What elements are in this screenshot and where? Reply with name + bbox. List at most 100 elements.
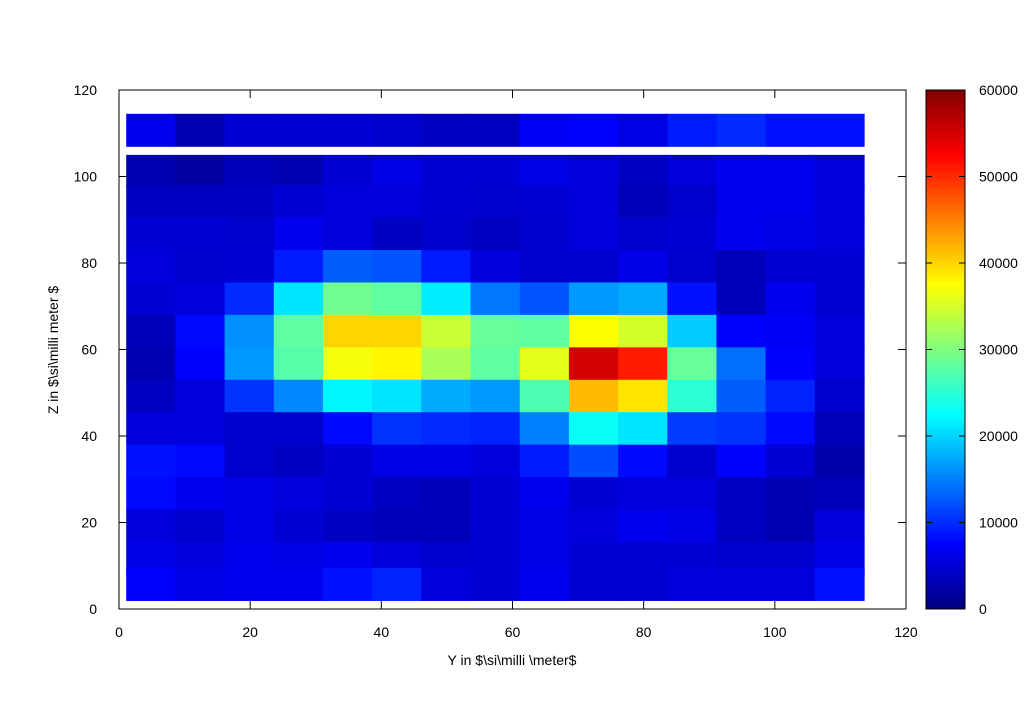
heatmap-cell xyxy=(470,379,521,413)
heatmap-cell xyxy=(175,282,226,316)
heatmap-cell xyxy=(372,444,422,478)
heatmap-cell xyxy=(667,379,718,413)
heatmap-cell xyxy=(175,567,226,601)
heatmap-cell xyxy=(372,412,422,446)
colorbar-tick-label: 60000 xyxy=(979,82,1018,98)
heatmap-cell xyxy=(568,347,619,381)
heatmap-cell xyxy=(716,217,767,251)
heatmap-cell xyxy=(765,282,816,316)
heatmap-cell xyxy=(765,509,816,543)
y-tick-label: 100 xyxy=(74,169,98,185)
heatmap-cell xyxy=(519,444,570,478)
heatmap-cell xyxy=(568,477,619,511)
colorbar-axis: 0 10000 20000 30000 40000 50000 60000 xyxy=(926,82,1018,617)
heatmap-cell xyxy=(224,314,275,348)
heatmap-cell xyxy=(126,444,176,478)
heatmap-cell xyxy=(175,250,226,284)
heatmap-cell xyxy=(224,347,275,381)
heatmap-cell xyxy=(814,282,865,316)
heatmap-cell xyxy=(568,379,619,413)
heatmap-cell xyxy=(322,154,373,188)
heatmap-cell xyxy=(716,154,767,188)
heatmap-cell xyxy=(175,444,226,478)
heatmap-cell xyxy=(372,154,422,188)
heatmap-cell xyxy=(470,509,521,543)
heatmap-cell xyxy=(372,113,422,147)
heatmap-cell xyxy=(273,412,324,446)
heatmap-cell xyxy=(470,412,521,446)
heatmap-cell xyxy=(322,185,373,219)
heatmap-cell xyxy=(126,282,176,316)
heatmap-cell xyxy=(765,154,816,188)
heatmap-cell xyxy=(126,477,176,511)
heatmap-cell xyxy=(175,217,226,251)
heatmap-cell xyxy=(568,154,619,188)
heatmap-cell xyxy=(372,567,422,601)
heatmap-cell xyxy=(618,185,668,219)
heatmap-cell xyxy=(814,250,865,284)
heatmap-cell xyxy=(372,509,422,543)
heatmap-cell xyxy=(126,113,176,147)
heatmap-cell xyxy=(667,509,718,543)
heatmap-cell xyxy=(618,217,668,251)
heatmap-cell xyxy=(322,347,373,381)
heatmap-cell xyxy=(470,477,521,511)
heatmap-cell xyxy=(568,282,619,316)
heatmap-cell xyxy=(716,379,767,413)
heatmap-cell xyxy=(470,314,521,348)
heatmap-cell xyxy=(322,314,373,348)
heatmap-cell xyxy=(667,412,718,446)
heatmap-cell xyxy=(716,250,767,284)
x-tick-label: 80 xyxy=(636,624,652,640)
heatmap-cell xyxy=(470,185,521,219)
heatmap-cell xyxy=(716,444,767,478)
heatmap-cell xyxy=(519,154,570,188)
heatmap-cell xyxy=(716,509,767,543)
heatmap-cell xyxy=(618,412,668,446)
heatmap-cell xyxy=(421,347,472,381)
heatmap-cell xyxy=(519,282,570,316)
heatmap-cell xyxy=(470,154,521,188)
heatmap-cell xyxy=(421,567,472,601)
heatmap-cell xyxy=(716,314,767,348)
x-axis-label: Y in $\si\milli \meter$ xyxy=(448,652,577,668)
heatmap-cell xyxy=(322,379,373,413)
heatmap-cell xyxy=(224,412,275,446)
heatmap-cell xyxy=(322,509,373,543)
heatmap-cell xyxy=(470,567,521,601)
heatmap-cell xyxy=(716,567,767,601)
heatmap-cell xyxy=(273,282,324,316)
heatmap-cell xyxy=(224,113,275,147)
heatmap-cell xyxy=(716,282,767,316)
y-tick-label: 120 xyxy=(74,82,98,98)
heatmap-cell xyxy=(667,185,718,219)
heatmap-cell xyxy=(470,347,521,381)
heatmap-cell xyxy=(224,250,275,284)
heatmap-cell xyxy=(765,314,816,348)
heatmap-cell xyxy=(618,567,668,601)
colorbar-tick-label: 20000 xyxy=(979,428,1018,444)
heatmap-cell xyxy=(765,113,816,147)
heatmap-cell xyxy=(618,444,668,478)
heatmap-cell xyxy=(175,154,226,188)
heatmap-cell xyxy=(126,347,176,381)
heatmap-cell xyxy=(814,477,865,511)
heatmap-cell xyxy=(273,113,324,147)
heatmap-cell xyxy=(224,567,275,601)
heatmap-cell xyxy=(421,282,472,316)
heatmap-cell xyxy=(765,185,816,219)
heatmap-cell xyxy=(618,477,668,511)
heatmap-cell xyxy=(814,379,865,413)
heatmap-cell xyxy=(618,113,668,147)
heatmap-cell xyxy=(814,314,865,348)
heatmap-cell xyxy=(765,250,816,284)
heatmap-cell xyxy=(568,567,619,601)
heatmap-cell xyxy=(568,314,619,348)
heatmap-cell xyxy=(273,567,324,601)
heatmap-cell xyxy=(519,509,570,543)
heatmap-cell xyxy=(568,250,619,284)
heatmap-cell xyxy=(765,217,816,251)
heatmap-cell xyxy=(372,314,422,348)
heatmap-cell xyxy=(372,185,422,219)
heatmap-cell xyxy=(667,347,718,381)
